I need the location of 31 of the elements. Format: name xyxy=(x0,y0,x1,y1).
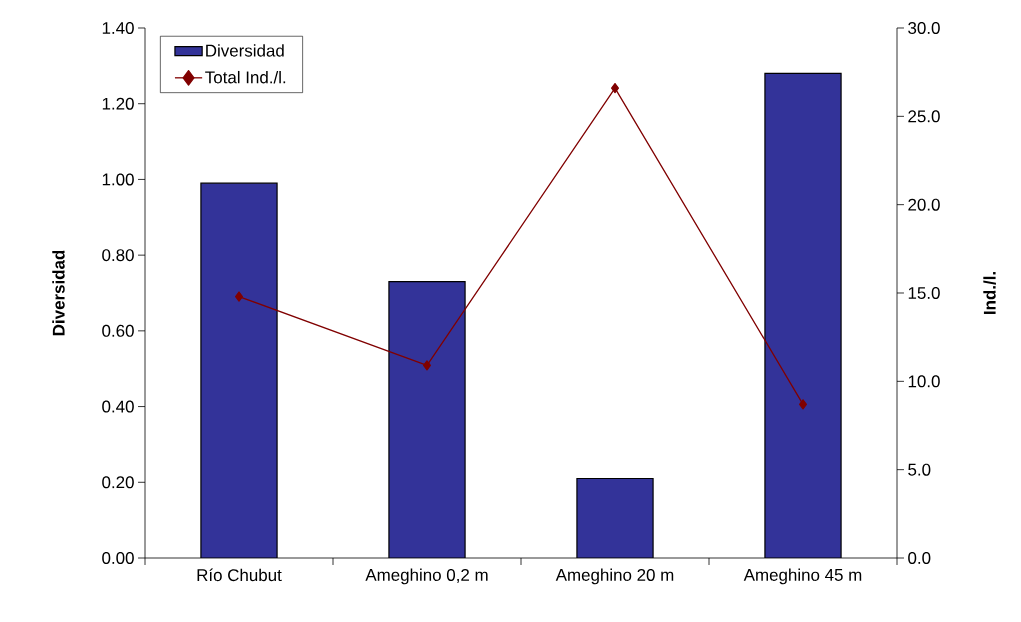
point xyxy=(798,399,808,410)
y-axis-title: Diversidad xyxy=(52,250,65,336)
legend-label: Diversidad xyxy=(206,44,284,57)
y2-tick-label: 20.0 xyxy=(908,198,940,211)
y-tick-label: 0.00 xyxy=(102,552,134,564)
point xyxy=(422,360,432,371)
legend-label: Total Ind./l. xyxy=(205,70,286,84)
y2-tick-label: 5.0 xyxy=(908,463,931,476)
point xyxy=(610,82,620,94)
y-tick-label: 1.00 xyxy=(102,173,134,186)
bar xyxy=(200,183,278,558)
y-tick-label: 0.40 xyxy=(102,400,134,413)
point xyxy=(234,291,244,302)
y2-tick-label: 30.0 xyxy=(908,22,940,34)
x-tick-label: Río Chubut xyxy=(197,568,282,582)
x-tick-label: Ameghino 20 m xyxy=(555,568,674,585)
y2-axis-title: Ind./l. xyxy=(983,272,996,314)
y2-tick-label: 15.0 xyxy=(908,287,940,299)
bar xyxy=(388,281,466,558)
y-tick-label: 0.60 xyxy=(102,324,134,337)
y-tick-label: 0.20 xyxy=(102,476,134,489)
x-tick-label: Ameghino 0,2 m xyxy=(365,568,488,585)
y2-tick-label: 25.0 xyxy=(908,110,940,123)
y2-tick-label: 10.0 xyxy=(908,375,940,388)
y2-tick-label: 0.0 xyxy=(908,552,931,564)
y-tick-label: 1.20 xyxy=(102,97,134,110)
bar xyxy=(764,72,842,558)
bar xyxy=(576,478,654,558)
x-tick-label: Ameghino 45 m xyxy=(743,568,862,585)
y-tick-label: 0.80 xyxy=(102,249,134,262)
y-tick-label: 1.40 xyxy=(102,22,134,34)
